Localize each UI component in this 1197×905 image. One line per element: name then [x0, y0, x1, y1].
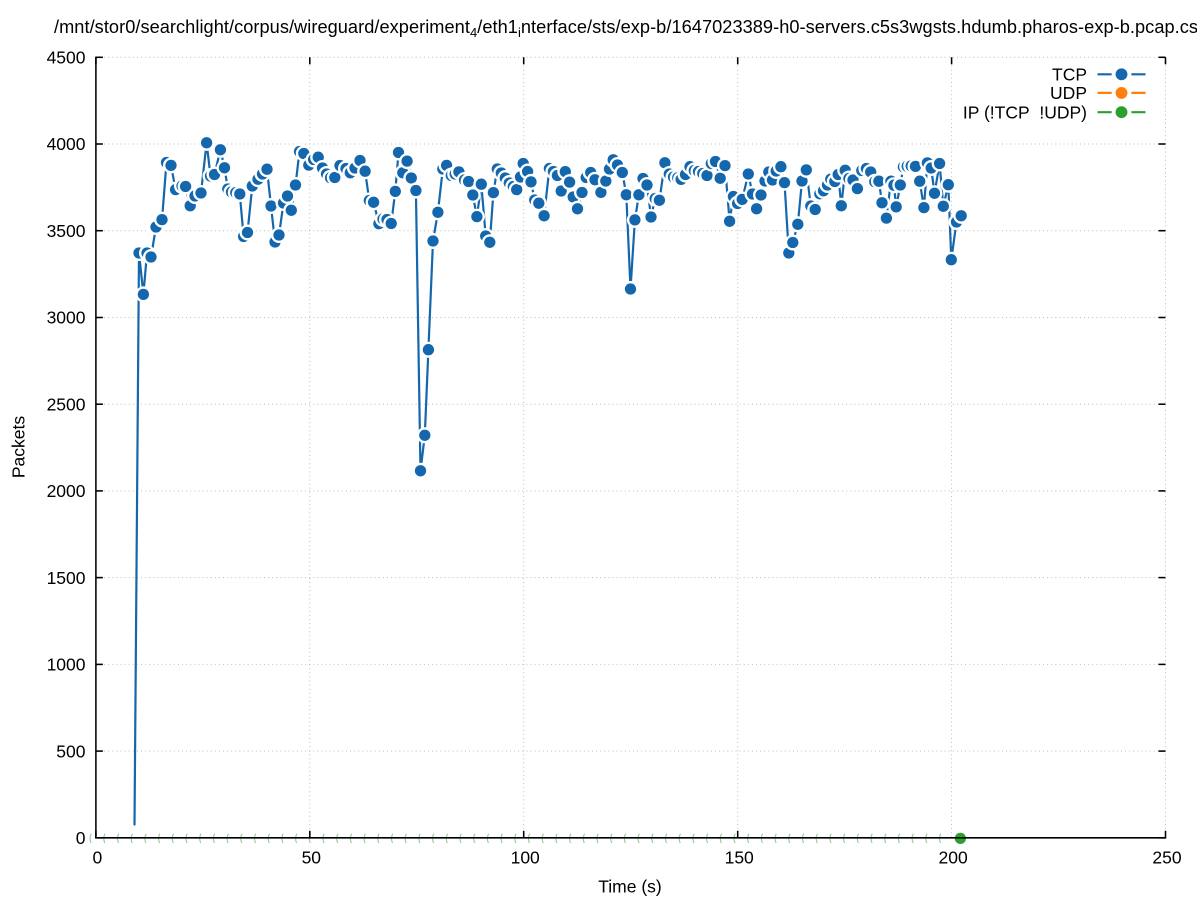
svg-text:Packets: Packets [9, 416, 29, 478]
svg-text:TCP: TCP [1052, 65, 1087, 85]
svg-text:4000: 4000 [47, 134, 86, 154]
svg-text:2000: 2000 [47, 481, 86, 501]
svg-text:2500: 2500 [47, 394, 86, 414]
svg-text:/mnt/stor0/searchlight/corpus/: /mnt/stor0/searchlight/corpus/wireguard/… [54, 17, 1197, 40]
svg-text:UDP: UDP [1050, 83, 1087, 103]
svg-text:1000: 1000 [47, 655, 86, 675]
svg-text:200: 200 [938, 848, 967, 868]
svg-text:IP (!TCP !UDP): IP (!TCP !UDP) [963, 102, 1087, 122]
svg-text:250: 250 [1152, 848, 1181, 868]
svg-text:1500: 1500 [47, 568, 86, 588]
svg-text:150: 150 [725, 848, 754, 868]
svg-text:0: 0 [76, 828, 86, 848]
svg-text:100: 100 [511, 848, 540, 868]
svg-text:Time (s): Time (s) [598, 877, 662, 897]
svg-text:3000: 3000 [47, 308, 86, 328]
svg-text:3500: 3500 [47, 221, 86, 241]
svg-text:50: 50 [302, 848, 322, 868]
svg-text:0: 0 [93, 848, 103, 868]
svg-text:500: 500 [56, 741, 85, 761]
svg-text:4500: 4500 [47, 48, 86, 68]
